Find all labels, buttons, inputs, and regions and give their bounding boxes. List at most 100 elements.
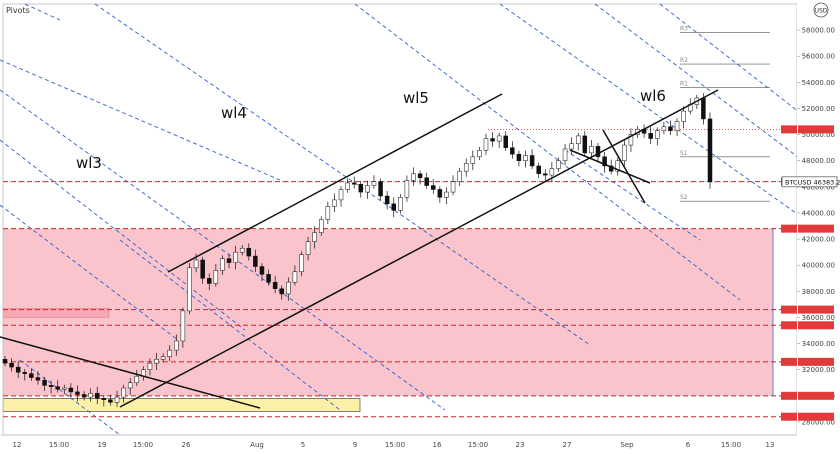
candle-body bbox=[286, 281, 291, 295]
candle-body bbox=[305, 241, 311, 256]
y-tick-label: 36000.00 bbox=[802, 314, 835, 322]
candle-body bbox=[648, 133, 653, 139]
candle-body bbox=[437, 189, 443, 198]
candle-body bbox=[668, 126, 673, 131]
candle-body bbox=[529, 155, 535, 167]
pivot-label: S1 bbox=[680, 150, 688, 157]
candle-body bbox=[332, 199, 337, 207]
blue-dashed-channel-lines bbox=[0, 3, 836, 436]
y-tick-label: 52000.00 bbox=[802, 105, 835, 113]
candle-body bbox=[246, 247, 252, 257]
currency-badge: USD bbox=[813, 2, 829, 18]
x-tick-label: 6 bbox=[686, 441, 691, 449]
candle-body bbox=[68, 387, 74, 393]
candle-body bbox=[483, 138, 489, 151]
currency-label: USD bbox=[815, 8, 828, 15]
candle-body bbox=[378, 181, 383, 197]
level-marker bbox=[781, 321, 797, 330]
wave-labels: wl3 wl4 wl5 wl6 bbox=[76, 87, 666, 172]
candle-body bbox=[35, 377, 41, 381]
channel-line bbox=[0, 204, 179, 341]
candle-body bbox=[681, 110, 686, 122]
candle-body bbox=[602, 156, 607, 167]
candle-body bbox=[9, 362, 14, 368]
candle-body bbox=[450, 181, 456, 193]
indicator-label: Pivots bbox=[6, 6, 30, 15]
channel-line bbox=[94, 3, 591, 346]
channel-line bbox=[594, 3, 836, 186]
channel-line bbox=[354, 3, 741, 301]
trendline bbox=[119, 89, 719, 408]
candle-body bbox=[371, 181, 377, 186]
channel-line bbox=[119, 239, 341, 411]
candle-body bbox=[556, 160, 561, 169]
level-price-tag bbox=[798, 224, 834, 233]
pivot-levels: R3 R2 R1 S1 S2 bbox=[680, 26, 770, 202]
x-tick-label: 13 bbox=[766, 441, 775, 449]
level-marker bbox=[781, 224, 797, 233]
candle-body bbox=[42, 379, 47, 386]
pivot-label: R3 bbox=[680, 26, 688, 33]
candle-body bbox=[562, 148, 568, 161]
channel-line bbox=[0, 89, 446, 411]
y-tick-label: 48000.00 bbox=[802, 157, 835, 165]
x-tick-label: 15:00 bbox=[133, 441, 153, 449]
level-price-tag bbox=[798, 391, 834, 400]
candlestick-series bbox=[2, 93, 713, 407]
channel-line bbox=[0, 139, 246, 331]
x-tick-label: 15:00 bbox=[385, 441, 405, 449]
candle-body bbox=[411, 173, 416, 181]
x-tick-label: 27 bbox=[563, 441, 572, 449]
candle-body bbox=[253, 255, 258, 267]
x-tick-label: 15:00 bbox=[468, 441, 488, 449]
candle-body bbox=[200, 259, 205, 279]
candle-body bbox=[516, 153, 522, 161]
level-marker bbox=[781, 391, 797, 400]
candle-body bbox=[299, 254, 304, 272]
pivot-label: R2 bbox=[680, 57, 688, 64]
candle-body bbox=[75, 391, 80, 395]
channel-line bbox=[0, 59, 281, 181]
candle-body bbox=[338, 189, 344, 201]
trendline bbox=[569, 149, 651, 184]
level-price-tag bbox=[798, 321, 834, 330]
candle-body bbox=[404, 180, 410, 198]
candle-body bbox=[628, 134, 634, 146]
y-tick-label: 50000.00 bbox=[802, 131, 835, 139]
trendline bbox=[167, 93, 503, 273]
resistance-zone bbox=[3, 228, 773, 396]
candle-body bbox=[101, 398, 107, 400]
wave-label-wl3: wl3 bbox=[76, 154, 102, 172]
candle-body bbox=[134, 375, 140, 384]
trendlines bbox=[0, 89, 719, 409]
candle-body bbox=[595, 146, 601, 158]
candle-body bbox=[365, 185, 370, 193]
x-tick-label: 12 bbox=[13, 441, 22, 449]
y-tick-label: 40000.00 bbox=[802, 262, 835, 270]
candle-body bbox=[62, 387, 67, 390]
pivot-label: S2 bbox=[680, 194, 688, 201]
candle-body bbox=[444, 191, 449, 198]
candle-body bbox=[457, 170, 462, 182]
x-tick-label: 15:00 bbox=[721, 441, 741, 449]
candle-body bbox=[503, 135, 508, 148]
candle-body bbox=[272, 281, 278, 289]
y-tick-label: 28000.00 bbox=[802, 418, 835, 426]
candle-body bbox=[575, 135, 581, 144]
x-tick-label: 5 bbox=[301, 441, 305, 449]
trendline bbox=[602, 129, 646, 204]
channel-line bbox=[499, 3, 821, 231]
candle-body bbox=[549, 168, 555, 176]
y-tick-label: 54000.00 bbox=[802, 79, 835, 87]
candle-body bbox=[160, 356, 166, 360]
candle-body bbox=[15, 366, 21, 373]
candle-body bbox=[226, 258, 232, 263]
candle-body bbox=[239, 247, 245, 253]
candle-body bbox=[543, 173, 548, 176]
candle-body bbox=[674, 121, 680, 131]
candle-body bbox=[463, 163, 469, 172]
x-tick-label: 19 bbox=[98, 441, 107, 449]
time-axis: 12 15:00 19 15:00 26 Aug 5 9 15:00 16 15:00 23 27 Sep… bbox=[0, 434, 797, 449]
candle-body bbox=[167, 349, 172, 357]
